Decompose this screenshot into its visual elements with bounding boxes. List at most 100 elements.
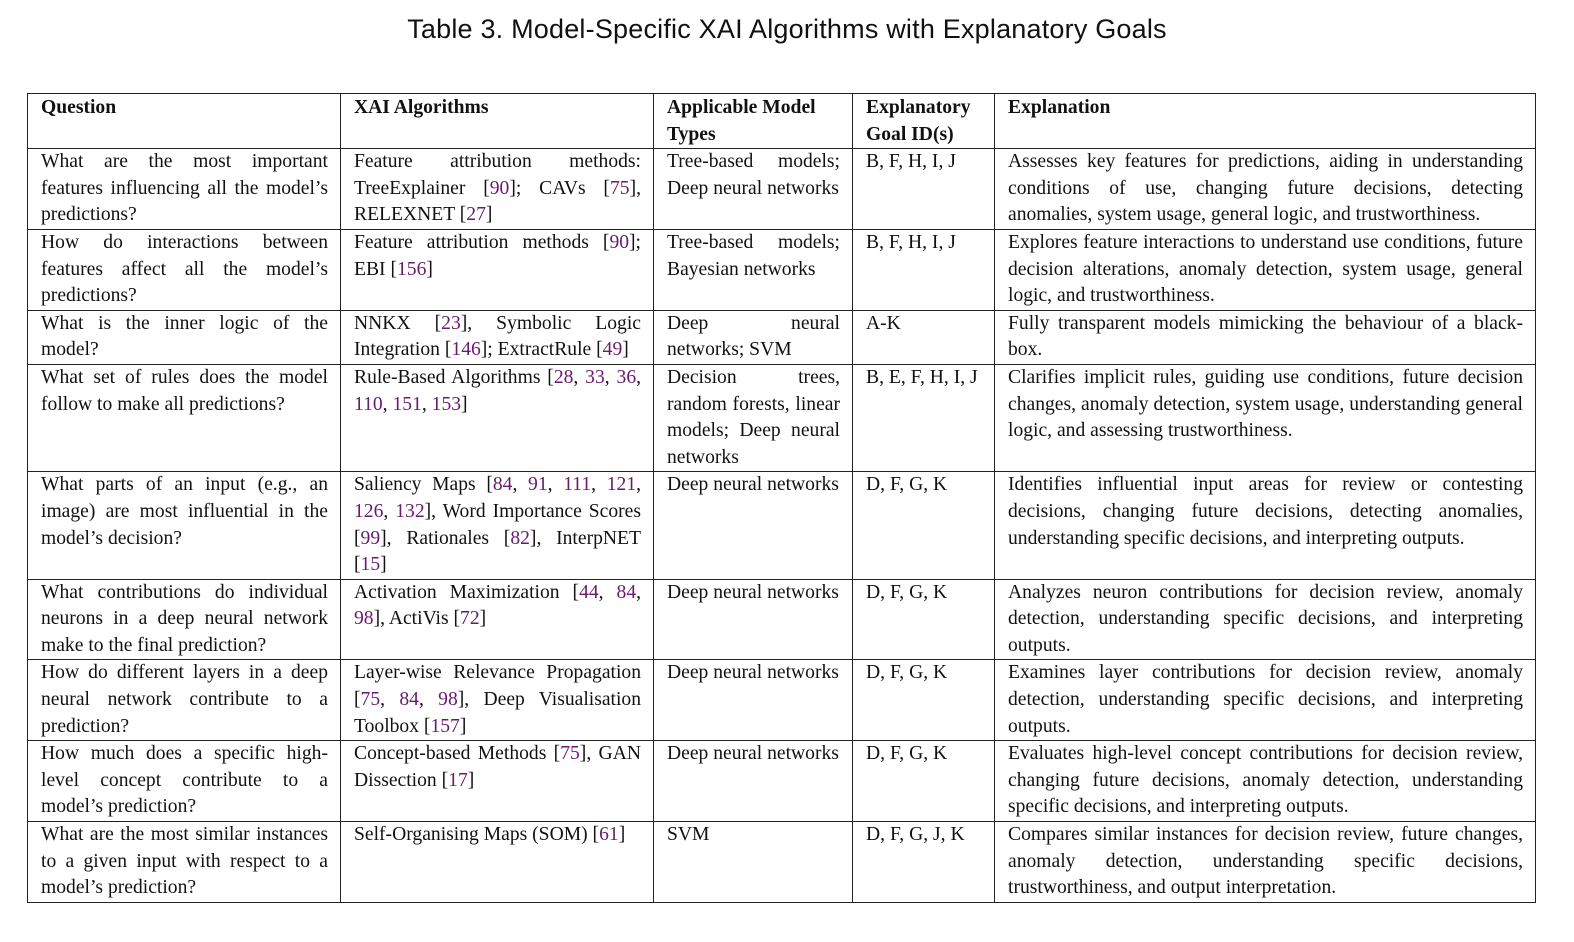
citation-link[interactable]: 27 — [466, 204, 486, 226]
citation-link[interactable]: 28 — [553, 366, 574, 388]
xai-algorithms-table: Question XAI Algorithms Applicable Model… — [27, 92, 1536, 903]
citation-link[interactable]: 157 — [430, 715, 460, 737]
algorithm-text: , — [636, 581, 642, 603]
xai-algorithms-cell: Feature attribution methods [90]; EBI [1… — [340, 228, 654, 311]
xai-algorithms-cell: Concept-based Methods [75], GAN Dissecti… — [340, 740, 654, 823]
goal-ids-cell: A-K — [852, 309, 995, 365]
question-cell: What set of rules does the model follow … — [27, 363, 341, 473]
citation-link[interactable]: 121 — [606, 474, 637, 496]
citation-link[interactable]: 23 — [441, 312, 461, 334]
header-explanation: Explanation — [994, 92, 1536, 150]
algorithm-text: ], Word Importance Scores [ — [354, 500, 642, 549]
algorithm-text: ] — [459, 715, 467, 737]
citation-link[interactable]: 36 — [616, 366, 637, 388]
citation-link[interactable]: 17 — [448, 769, 468, 791]
algorithm-text: Self-Organising Maps (SOM) [ — [354, 824, 600, 846]
algorithm-text: , — [418, 689, 439, 711]
goal-ids-cell: D, F, G, K — [852, 659, 995, 742]
citation-link[interactable]: 61 — [599, 824, 619, 846]
xai-algorithms-cell: Layer-wise Relevance Propagation [75, 84… — [340, 659, 654, 742]
algorithm-text: ] — [426, 258, 433, 280]
citation-link[interactable]: 90 — [609, 231, 630, 253]
goal-ids-cell: B, F, H, I, J — [852, 148, 995, 230]
algorithm-text: ] — [618, 824, 626, 846]
header-xai-algorithms: XAI Algorithms — [340, 92, 654, 150]
goal-ids-cell: D, F, G, K — [852, 740, 995, 823]
algorithm-text: ]; ExtractRule [ — [480, 339, 603, 361]
goal-ids-cell: B, E, F, H, I, J — [852, 363, 995, 473]
algorithm-text: Feature attribution methods [ — [354, 231, 610, 253]
citation-link[interactable]: 151 — [392, 393, 422, 415]
citation-link[interactable]: 132 — [395, 500, 425, 522]
citation-link[interactable]: 98 — [354, 608, 374, 630]
question-cell: How do interactions between features aff… — [27, 228, 341, 311]
model-types-cell: Deep neural networks — [653, 740, 853, 823]
citation-link[interactable]: 146 — [451, 339, 481, 361]
table-row: What are the most similar instances to a… — [27, 821, 1536, 903]
xai-algorithms-cell: Rule-Based Algorithms [28, 33, 36, 110, … — [340, 363, 654, 473]
citation-link[interactable]: 84 — [399, 689, 419, 711]
citation-link[interactable]: 111 — [563, 474, 592, 496]
citation-link[interactable]: 156 — [397, 258, 427, 280]
table-row: What are the most important features inf… — [27, 148, 1536, 230]
algorithm-text: , — [512, 474, 529, 496]
citation-link[interactable]: 99 — [360, 527, 381, 549]
citation-link[interactable]: 153 — [431, 393, 462, 415]
question-cell: How much does a specific high-level conc… — [27, 740, 341, 823]
explanation-cell: Compares similar instances for decision … — [994, 821, 1536, 903]
citation-link[interactable]: 33 — [585, 366, 605, 388]
table-row: What parts of an input (e.g., an image) … — [27, 471, 1536, 580]
algorithm-text: Saliency Maps [ — [354, 474, 493, 496]
citation-link[interactable]: 15 — [360, 554, 381, 576]
citation-link[interactable]: 90 — [489, 177, 510, 199]
table-header-row: Question XAI Algorithms Applicable Model… — [27, 92, 1536, 150]
citation-link[interactable]: 75 — [609, 177, 630, 199]
algorithm-text: , — [591, 474, 607, 496]
question-cell: What are the most important features inf… — [27, 148, 341, 230]
algorithm-text: ] — [380, 554, 387, 576]
table-row: What set of rules does the model follow … — [27, 363, 1536, 473]
algorithm-text: ], GAN Dissection [ — [354, 743, 641, 791]
citation-link[interactable]: 75 — [360, 689, 381, 711]
model-types-cell: Deep neural networks — [653, 659, 853, 742]
citation-link[interactable]: 82 — [510, 527, 530, 549]
model-types-cell: Deep neural networks; SVM — [653, 309, 853, 365]
table-row: How do interactions between features aff… — [27, 228, 1536, 311]
citation-link[interactable]: 75 — [560, 743, 580, 765]
citation-link[interactable]: 98 — [438, 689, 458, 711]
algorithm-text: , — [604, 366, 617, 388]
algorithm-text: , — [598, 581, 617, 603]
algorithm-text: , — [636, 366, 642, 388]
citation-link[interactable]: 84 — [492, 474, 513, 496]
header-applicable-model-types: Applicable Model Types — [653, 92, 853, 150]
algorithm-text: Rule-Based Algorithms [ — [354, 366, 554, 388]
table-caption: Table 3. Model-Specific XAI Algorithms w… — [407, 14, 1167, 44]
explanation-cell: Clarifies implicit rules, guiding use co… — [994, 363, 1536, 473]
goal-ids-cell: D, F, G, K — [852, 471, 995, 580]
question-cell: What parts of an input (e.g., an image) … — [27, 471, 341, 580]
citation-link[interactable]: 91 — [528, 474, 548, 496]
explanation-cell: Identifies influential input areas for r… — [994, 471, 1536, 580]
algorithm-text: , — [380, 689, 400, 711]
citation-link[interactable]: 126 — [354, 500, 384, 522]
citation-link[interactable]: 110 — [354, 393, 383, 415]
explanation-cell: Explores feature interactions to underst… — [994, 228, 1536, 311]
xai-algorithms-cell: Feature attribution methods: TreeExplain… — [340, 148, 654, 230]
model-types-cell: Deep neural networks — [653, 471, 853, 580]
question-cell: What are the most similar instances to a… — [27, 821, 341, 903]
algorithm-text: ] — [467, 769, 475, 791]
table-row: How much does a specific high-level conc… — [27, 740, 1536, 823]
xai-algorithms-cell: Saliency Maps [84, 91, 111, 121, 126, 13… — [340, 471, 654, 580]
explanation-cell: Evaluates high-level concept contributio… — [994, 740, 1536, 823]
algorithm-text: , — [382, 393, 393, 415]
citation-link[interactable]: 84 — [616, 581, 637, 603]
model-types-cell: Deep neural networks — [653, 578, 853, 661]
model-types-cell: Decision trees, random forests, linear m… — [653, 363, 853, 473]
model-types-cell: Tree-based models; Bayesian networks — [653, 228, 853, 311]
algorithm-text: ], RELEXNET [ — [354, 177, 641, 226]
table-body: What are the most important features inf… — [27, 148, 1536, 903]
citation-link[interactable]: 72 — [460, 608, 480, 630]
citation-link[interactable]: 49 — [602, 339, 623, 361]
goal-ids-cell: B, F, H, I, J — [852, 228, 995, 311]
citation-link[interactable]: 44 — [579, 581, 599, 603]
